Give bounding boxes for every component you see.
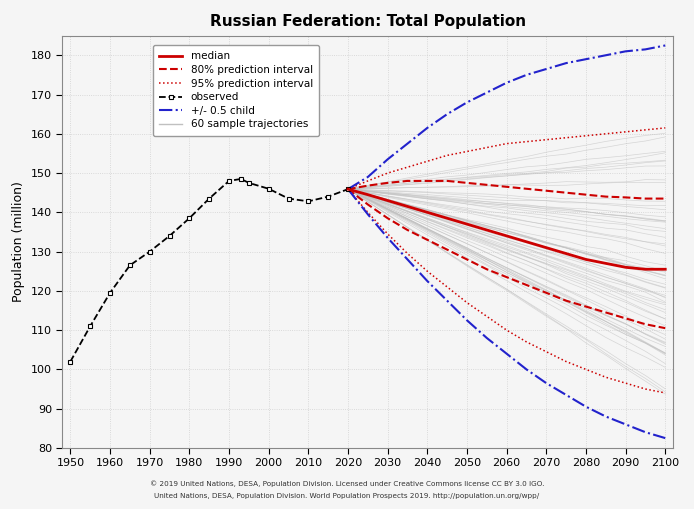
Text: © 2019 United Nations, DESA, Population Division. Licensed under Creative Common: © 2019 United Nations, DESA, Population …	[150, 480, 544, 487]
Text: United Nations, DESA, Population Division. World Population Prospects 2019. http: United Nations, DESA, Population Divisio…	[154, 493, 540, 499]
Legend: median, 80% prediction interval, 95% prediction interval, observed, +/- 0.5 chil: median, 80% prediction interval, 95% pre…	[153, 45, 319, 136]
Y-axis label: Population (million): Population (million)	[12, 181, 26, 302]
Title: Russian Federation: Total Population: Russian Federation: Total Population	[210, 14, 526, 29]
